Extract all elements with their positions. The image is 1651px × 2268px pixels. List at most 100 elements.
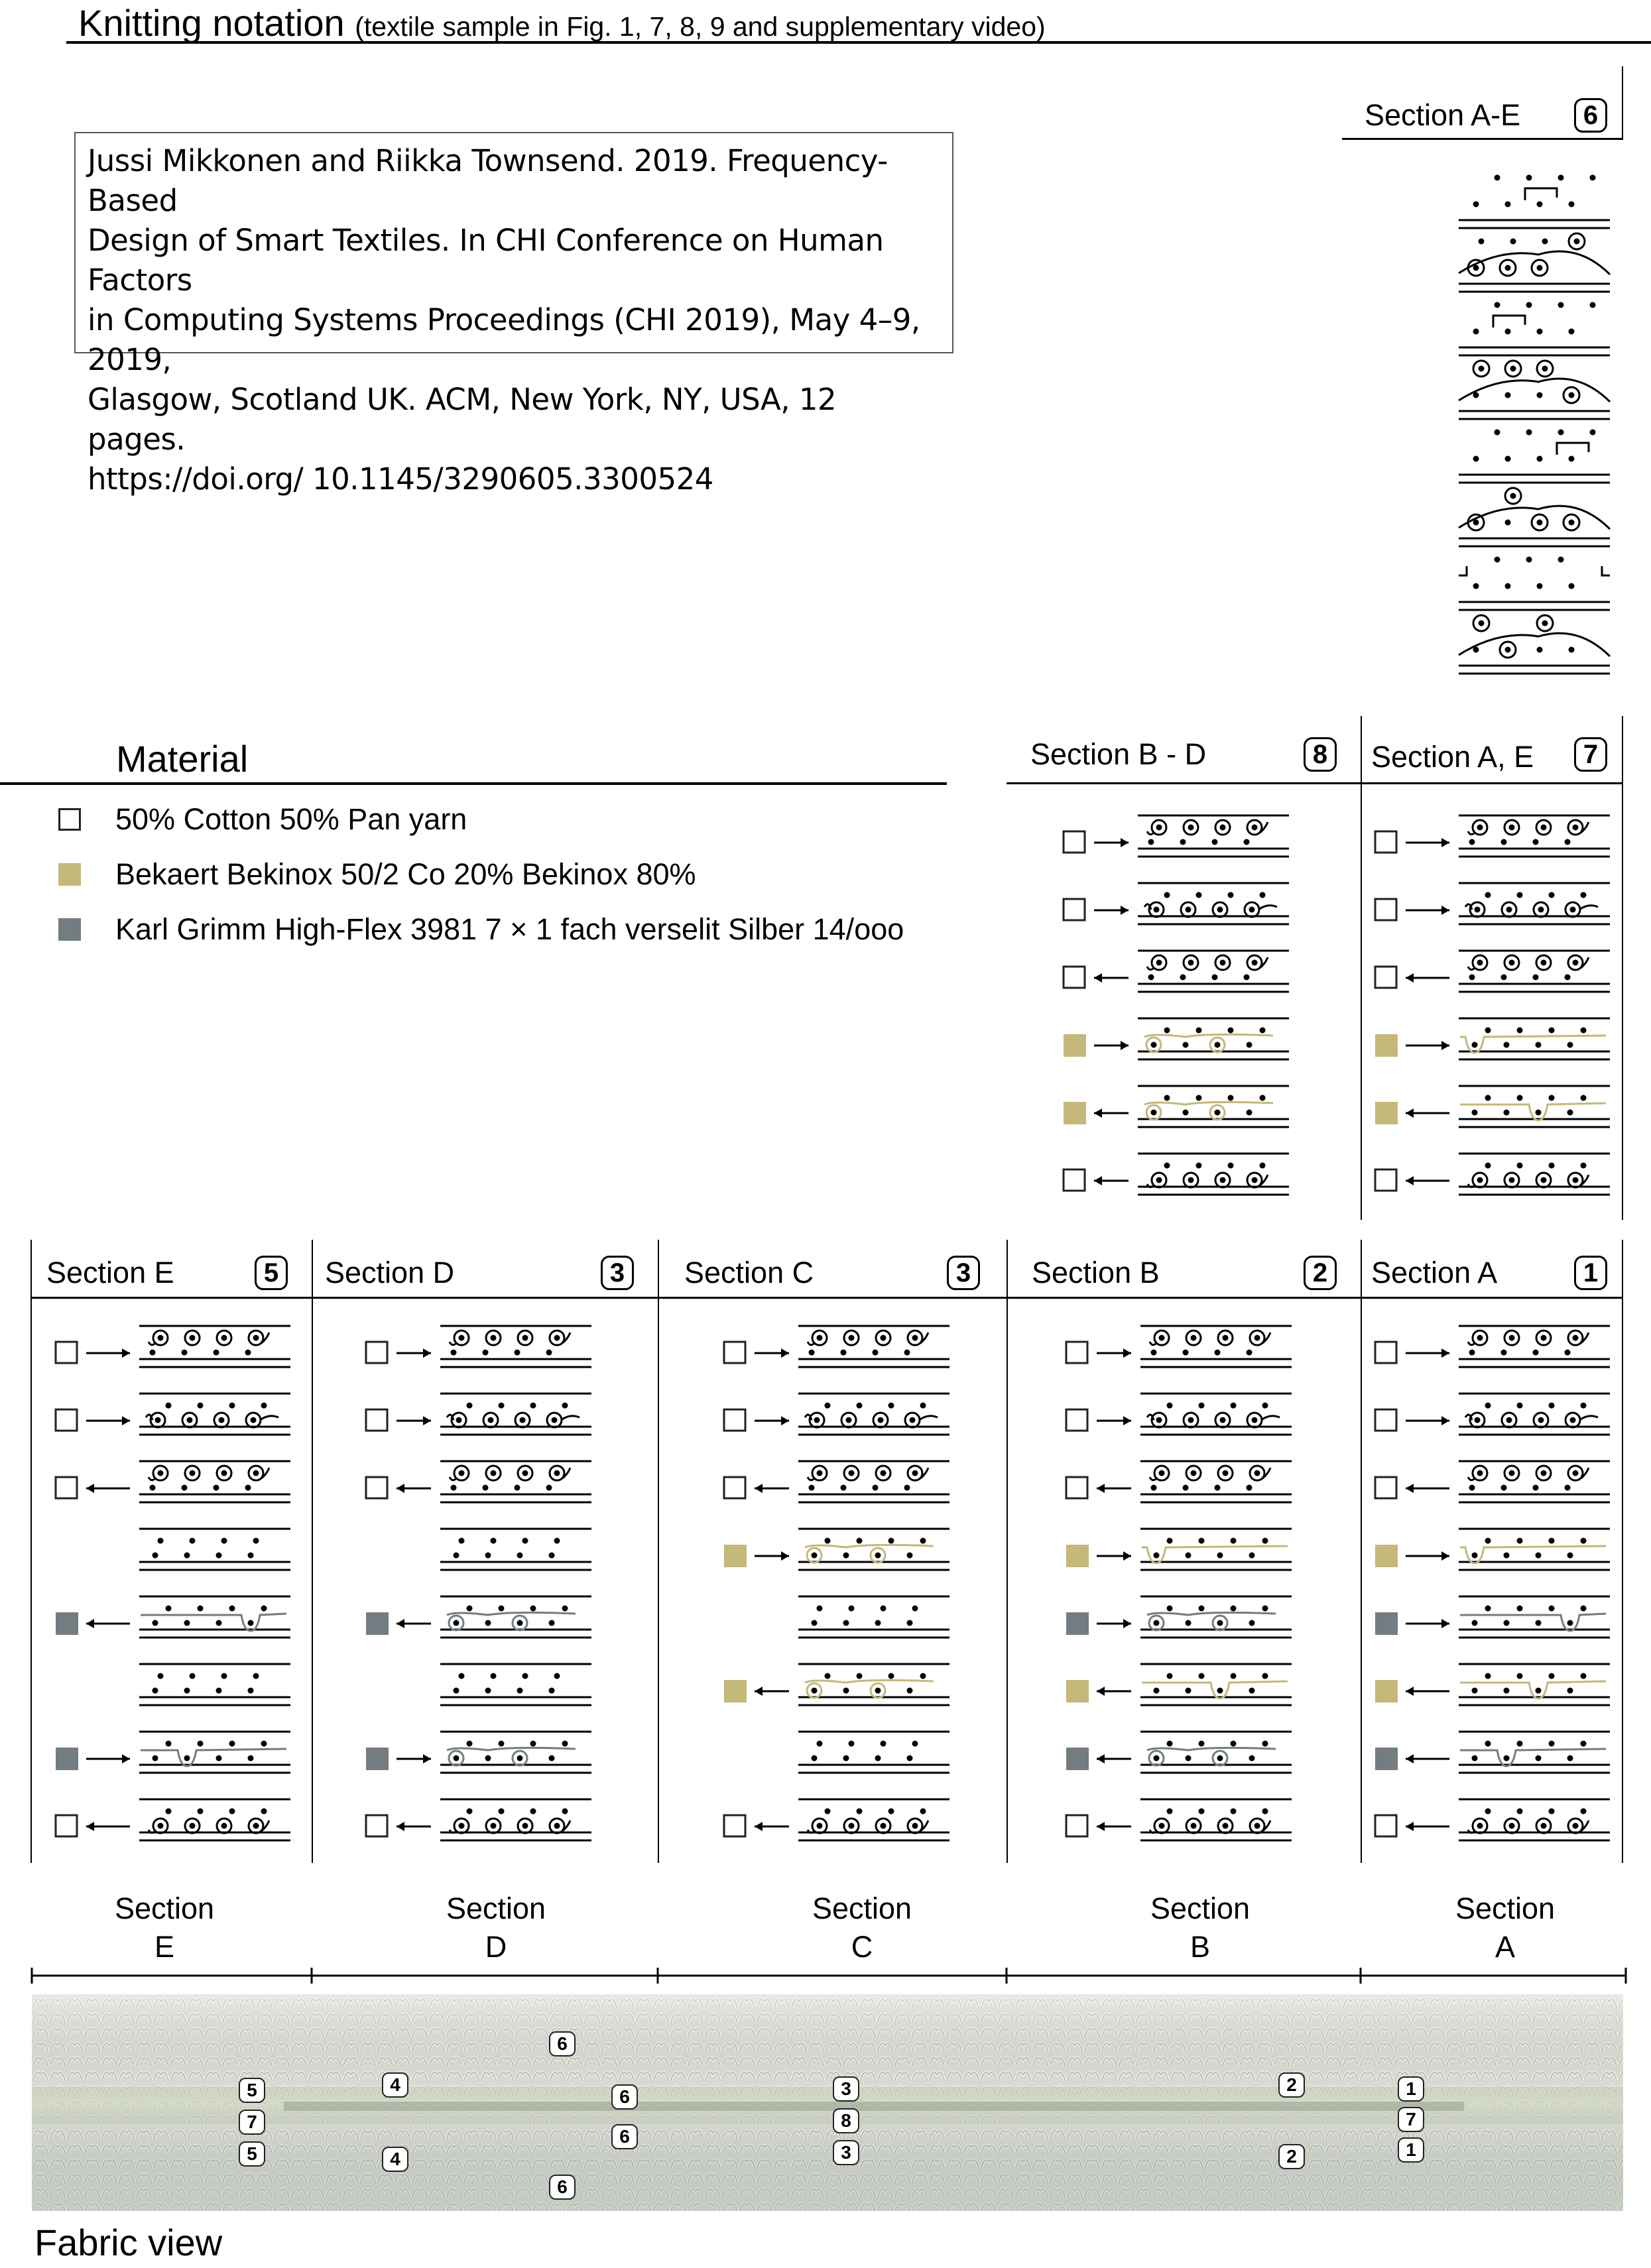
arrow-head	[781, 1348, 789, 1358]
needle-dot	[548, 1687, 555, 1694]
knit-loop	[1153, 1817, 1170, 1834]
needle-dot	[1249, 1552, 1255, 1559]
needle-dot	[1211, 974, 1218, 981]
needle-dot	[1536, 265, 1543, 271]
needle-dot	[458, 1537, 465, 1544]
knit-loop	[1471, 1171, 1489, 1189]
knit-loop	[1535, 1817, 1552, 1834]
needle-dot	[1251, 959, 1258, 966]
yarn-path	[1467, 1820, 1590, 1834]
axis-word: Section	[812, 1891, 912, 1925]
needle-dot	[229, 1740, 235, 1747]
arrow-head	[1406, 1687, 1414, 1696]
needle-dot	[920, 1808, 926, 1815]
needle-dot	[1589, 174, 1596, 181]
needle-dot	[1568, 455, 1575, 462]
needle-dot	[1516, 1808, 1523, 1815]
fabric-marker: 6	[611, 2084, 638, 2110]
needle-dot	[1230, 1537, 1237, 1544]
needle-dot	[1190, 1335, 1197, 1341]
section-badge: 6	[1574, 98, 1607, 133]
needle-dot	[458, 1822, 465, 1829]
knit-loop	[517, 1817, 534, 1834]
needle-dot	[1494, 429, 1500, 436]
needle-dot	[1526, 302, 1532, 308]
knit-loop	[1504, 487, 1522, 505]
needle-dot	[1485, 1740, 1491, 1747]
needle-dot	[551, 1417, 558, 1423]
needle-dot	[1569, 906, 1576, 913]
notation-b	[1065, 1325, 1292, 1842]
needle-dot	[1572, 1177, 1579, 1183]
needle-dot	[1567, 1042, 1573, 1048]
needle-dot	[1548, 1808, 1555, 1815]
needle-dot	[1217, 1552, 1223, 1559]
needle-dot	[1469, 974, 1475, 981]
needle-dot	[856, 1808, 863, 1815]
needle-dot	[1185, 1687, 1192, 1694]
needle-dot	[1148, 974, 1154, 981]
knit-loop	[1246, 954, 1263, 971]
needle-dot	[1166, 1808, 1173, 1815]
knit-loop	[1180, 901, 1197, 918]
yarn-swatch	[1374, 830, 1398, 854]
needle-dot	[1536, 646, 1543, 653]
needle-dot	[1185, 1620, 1192, 1626]
yarn-swatch	[1374, 898, 1398, 922]
needle-dot	[1219, 1177, 1226, 1183]
needle-dot	[1254, 1470, 1260, 1476]
needle-dot	[1504, 646, 1511, 653]
yarn-swatch	[54, 1341, 78, 1364]
needle-dot	[184, 1755, 190, 1761]
needle-dot	[1182, 1042, 1189, 1048]
needle-dot	[1478, 365, 1485, 372]
needle-dot	[843, 1755, 849, 1761]
knit-loop	[875, 1464, 892, 1482]
needle-dot	[215, 1755, 222, 1761]
needle-dot	[490, 1335, 497, 1341]
needle-dot	[1471, 1552, 1478, 1559]
knit-loop	[181, 1411, 198, 1429]
yarn-path	[1142, 1680, 1288, 1700]
knit-loop	[448, 1750, 465, 1767]
knit-loop	[247, 1464, 265, 1482]
needle-dot	[1535, 1687, 1542, 1694]
needle-dot	[904, 1484, 910, 1491]
needle-dot	[1506, 906, 1512, 913]
needle-dot	[1230, 1673, 1237, 1679]
section-badge: 3	[947, 1256, 980, 1290]
needle-dot	[843, 1552, 849, 1559]
section-badge: 2	[1304, 1256, 1337, 1290]
yarn-swatch	[54, 1814, 78, 1838]
needle-dot	[1494, 556, 1500, 563]
needle-dot	[1150, 1042, 1157, 1048]
section-divider	[31, 1240, 32, 1863]
needle-dot	[1526, 556, 1532, 563]
needle-dot	[1473, 583, 1479, 589]
needle-dot	[1503, 1552, 1510, 1559]
needle-dot	[880, 1470, 887, 1476]
needle-dot	[1164, 1162, 1170, 1169]
needle-dot	[1500, 974, 1507, 981]
needle-dot	[548, 1552, 555, 1559]
yarn-swatch	[1064, 1102, 1086, 1124]
needle-dot	[1516, 1027, 1523, 1034]
needle-dot	[458, 1673, 465, 1679]
needle-dot	[1567, 1109, 1573, 1116]
needle-dot	[856, 1673, 863, 1679]
needle-dot	[1262, 1740, 1268, 1747]
needle-dot	[1503, 1109, 1510, 1116]
knit-loop	[184, 1464, 201, 1482]
yarn-path	[1146, 1413, 1280, 1421]
needle-dot	[466, 1605, 473, 1612]
fabric-texture	[32, 1994, 1623, 2211]
needle-dot	[1532, 1484, 1539, 1491]
axis-letter: C	[851, 1930, 873, 1964]
needle-dot	[485, 1687, 491, 1694]
needle-dot	[1536, 328, 1543, 335]
needle-dot	[487, 1417, 494, 1423]
needle-dot	[1538, 906, 1544, 913]
knit-loop	[511, 1614, 528, 1632]
needle-dot	[490, 1673, 497, 1679]
needle-dot	[1185, 1755, 1192, 1761]
